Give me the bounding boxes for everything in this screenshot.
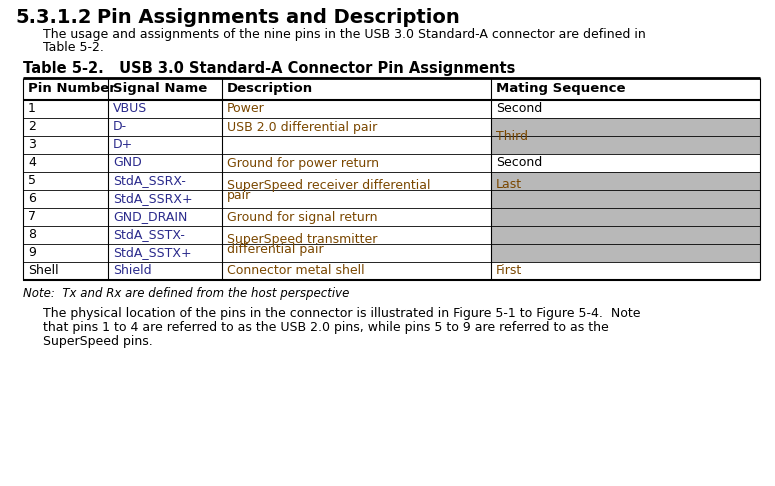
Text: differential pair: differential pair — [227, 243, 324, 256]
Text: SuperSpeed pins.: SuperSpeed pins. — [43, 335, 153, 348]
Text: USB 2.0 differential pair: USB 2.0 differential pair — [227, 121, 377, 134]
Text: 4: 4 — [28, 156, 36, 170]
Bar — [491, 136, 760, 154]
Text: The usage and assignments of the nine pins in the USB 3.0 Standard-A connector a: The usage and assignments of the nine pi… — [43, 28, 646, 41]
Text: GND_DRAIN: GND_DRAIN — [112, 210, 187, 224]
Text: StdA_SSRX+: StdA_SSRX+ — [112, 192, 192, 206]
Text: StdA_SSTX+: StdA_SSTX+ — [112, 246, 191, 260]
Text: StdA_SSRX-: StdA_SSRX- — [112, 174, 186, 188]
Text: Last: Last — [496, 178, 522, 191]
Text: The physical location of the pins in the connector is illustrated in Figure 5-1 : The physical location of the pins in the… — [43, 307, 640, 320]
Text: 8: 8 — [28, 228, 36, 242]
Text: Third: Third — [496, 129, 528, 142]
Text: Second: Second — [496, 156, 542, 170]
Text: Ground for power return: Ground for power return — [227, 156, 379, 170]
Text: First: First — [496, 264, 522, 278]
Text: Pin Number: Pin Number — [28, 83, 116, 96]
Bar — [491, 118, 760, 136]
Text: Power: Power — [227, 103, 265, 116]
Text: 5: 5 — [28, 174, 36, 188]
Text: 7: 7 — [28, 210, 36, 224]
Text: SuperSpeed receiver differential: SuperSpeed receiver differential — [227, 178, 430, 191]
Text: 6: 6 — [28, 192, 36, 206]
Bar — [491, 208, 760, 226]
Text: that pins 1 to 4 are referred to as the USB 2.0 pins, while pins 5 to 9 are refe: that pins 1 to 4 are referred to as the … — [43, 321, 608, 334]
Text: 9: 9 — [28, 246, 36, 260]
Text: Signal Name: Signal Name — [112, 83, 207, 96]
Bar — [491, 172, 760, 190]
Text: Table 5-2.   USB 3.0 Standard-A Connector Pin Assignments: Table 5-2. USB 3.0 Standard-A Connector … — [23, 61, 515, 76]
Text: Mating Sequence: Mating Sequence — [496, 83, 625, 96]
Text: Connector metal shell: Connector metal shell — [227, 264, 364, 278]
Bar — [491, 226, 760, 244]
Text: GND: GND — [112, 156, 142, 170]
Text: Ground for signal return: Ground for signal return — [227, 210, 377, 224]
Text: D-: D- — [112, 121, 127, 134]
Text: Table 5-2.: Table 5-2. — [43, 41, 104, 54]
Bar — [491, 244, 760, 262]
Text: pair: pair — [227, 189, 251, 202]
Text: D+: D+ — [112, 139, 133, 152]
Bar — [491, 190, 760, 208]
Text: 3: 3 — [28, 139, 36, 152]
Text: Description: Description — [227, 83, 313, 96]
Text: VBUS: VBUS — [112, 103, 147, 116]
Text: Note:  Tx and Rx are defined from the host perspective: Note: Tx and Rx are defined from the hos… — [23, 287, 350, 300]
Text: StdA_SSTX-: StdA_SSTX- — [112, 228, 184, 242]
Text: 5.3.1.2: 5.3.1.2 — [15, 8, 91, 27]
Text: Shell: Shell — [28, 264, 59, 278]
Text: 2: 2 — [28, 121, 36, 134]
Text: 1: 1 — [28, 103, 36, 116]
Text: Second: Second — [496, 103, 542, 116]
Text: SuperSpeed transmitter: SuperSpeed transmitter — [227, 232, 377, 245]
Text: Pin Assignments and Description: Pin Assignments and Description — [97, 8, 460, 27]
Text: Shield: Shield — [112, 264, 151, 278]
